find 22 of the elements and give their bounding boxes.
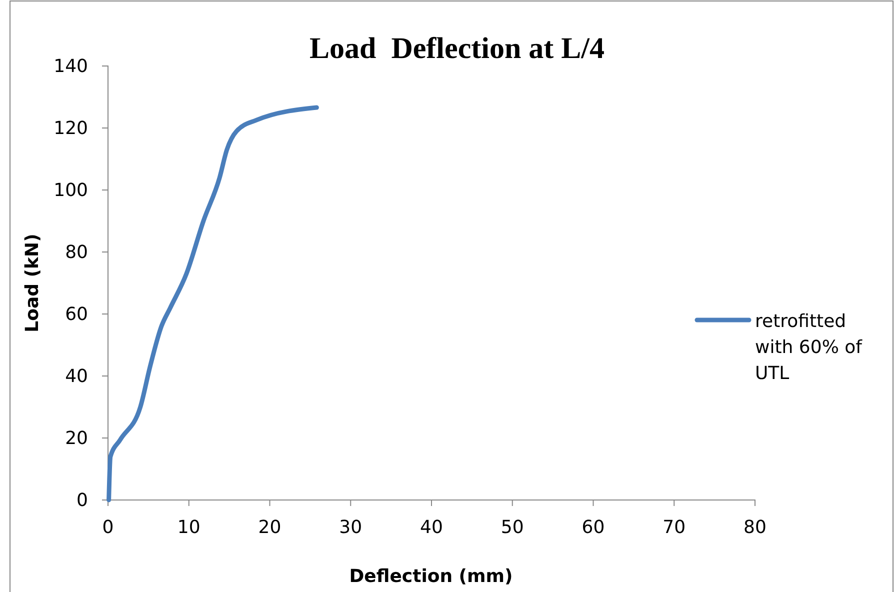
- x-tick-label: 50: [500, 516, 524, 538]
- x-tick-label: 30: [339, 516, 362, 538]
- x-axis-title: Deflection (mm): [349, 566, 513, 587]
- y-tick-label: 120: [54, 118, 88, 139]
- x-tick-label: 40: [420, 516, 443, 538]
- y-tick-label: 40: [65, 366, 88, 387]
- y-tick-label: 0: [76, 490, 88, 511]
- y-tick-label: 20: [65, 428, 88, 449]
- x-tick-label: 80: [744, 516, 766, 538]
- y-tick-label: 60: [65, 304, 88, 325]
- x-tick-label: 60: [582, 516, 605, 538]
- x-tick-label: 20: [258, 516, 282, 538]
- x-tick-label: 70: [662, 516, 686, 538]
- y-tick-label: 140: [54, 56, 88, 77]
- x-tick-label: 0: [102, 516, 114, 538]
- line-series: [106, 105, 319, 502]
- x-tick-label: 10: [177, 516, 200, 538]
- y-axis-title: Load (kN): [22, 234, 43, 332]
- y-tick-label: 100: [54, 180, 88, 201]
- chart-title: Load Deflection at L/4: [310, 32, 604, 65]
- y-tick-label: 80: [65, 242, 88, 263]
- legend-label: retrofitted with 60% of UTL: [755, 311, 863, 384]
